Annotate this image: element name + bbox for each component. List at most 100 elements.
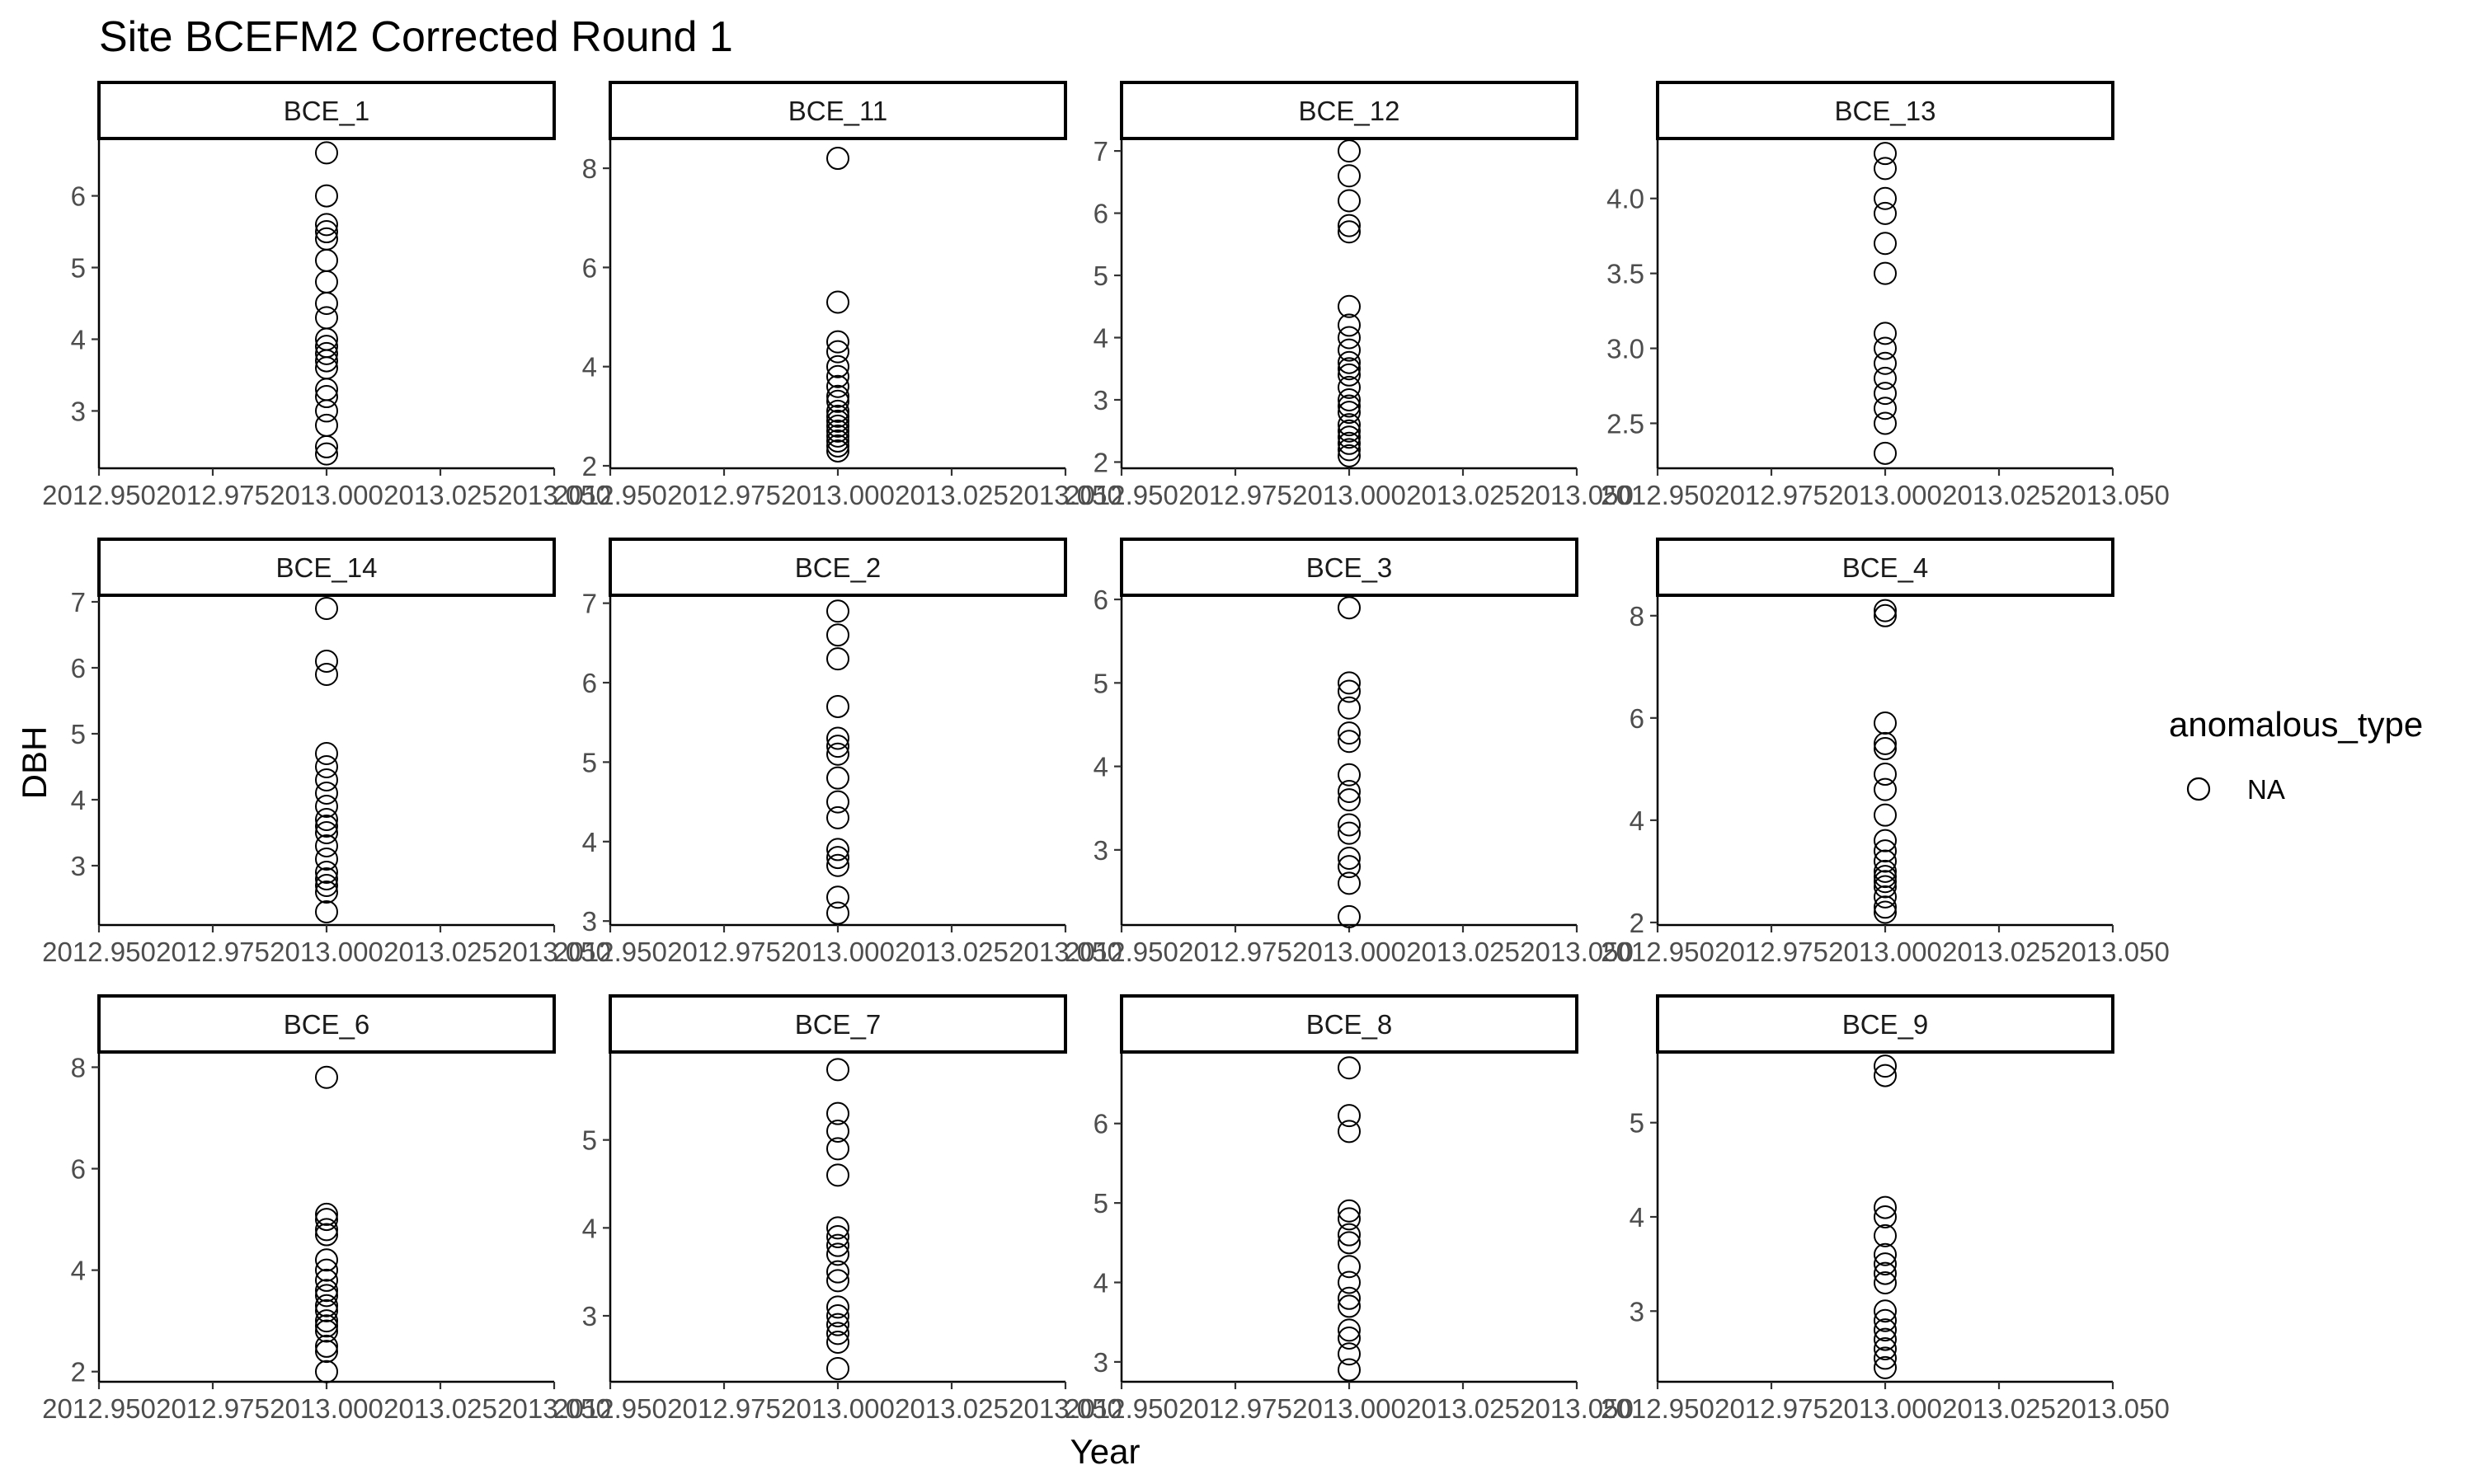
x-tick-label: 2012.950 [1601, 1393, 1714, 1424]
data-point [826, 1357, 849, 1380]
y-tick-label: 2 [71, 1357, 86, 1388]
y-tick-label: 4 [582, 352, 597, 383]
data-point [1338, 1326, 1361, 1350]
data-point [315, 848, 338, 871]
data-point [315, 1268, 338, 1292]
x-tick-label: 2012.950 [553, 1393, 667, 1424]
x-tick-label: 2013.025 [383, 1393, 497, 1424]
data-point [826, 429, 849, 453]
data-point [826, 853, 849, 877]
y-tick-label: 3 [582, 1301, 597, 1331]
data-point [826, 1058, 849, 1082]
data-point [1874, 1223, 1897, 1247]
data-point [1874, 1252, 1897, 1276]
y-tick-label: 7 [71, 587, 86, 618]
facet-strip-label: BCE_9 [1842, 1009, 1929, 1040]
x-tick-label: 2012.975 [1178, 480, 1292, 510]
facet-strip [1656, 81, 2114, 140]
data-point [1338, 363, 1361, 387]
data-point [1338, 444, 1361, 467]
data-point [1338, 679, 1361, 703]
x-tick-label: 2012.950 [553, 937, 667, 967]
data-point [1338, 1120, 1361, 1144]
data-point [1874, 1195, 1897, 1219]
data-point [1338, 1056, 1361, 1080]
y-tick-label: 4 [1630, 1202, 1644, 1233]
data-point [826, 623, 849, 647]
data-point [1874, 885, 1897, 909]
data-point [315, 597, 338, 620]
data-point [1338, 350, 1361, 374]
data-point [826, 1242, 849, 1266]
data-point [1338, 763, 1361, 787]
data-point [1338, 1199, 1361, 1223]
data-point [1338, 1286, 1361, 1310]
data-point [826, 374, 849, 398]
facet-strip [97, 538, 556, 597]
data-point [315, 815, 338, 838]
y-tick-label: 6 [1094, 1109, 1108, 1139]
y-tick-label: 4.0 [1606, 184, 1644, 214]
data-point [315, 270, 338, 294]
y-tick-label: 6 [71, 181, 86, 212]
data-point [315, 399, 338, 423]
x-tick-label: 2012.950 [1065, 1393, 1178, 1424]
data-point [1874, 777, 1897, 801]
data-point [826, 1313, 849, 1336]
data-point [1874, 322, 1897, 345]
x-tick-label: 2013.025 [895, 1393, 1009, 1424]
data-point [1338, 1231, 1361, 1255]
y-tick-label: 3.0 [1606, 334, 1644, 364]
facet-strip [609, 81, 1067, 140]
x-axis-label: Year [1070, 1432, 1141, 1471]
facet-strip-label: BCE_13 [1835, 96, 1936, 126]
x-tick-label: 2013.050 [2056, 480, 2170, 510]
data-point [1338, 357, 1361, 381]
y-tick-label: 6 [71, 653, 86, 683]
data-point [1338, 1358, 1361, 1382]
data-point [315, 1248, 338, 1272]
y-tick-label: 5 [1094, 261, 1108, 291]
legend-marker-na [2186, 777, 2211, 801]
data-point [1338, 788, 1361, 812]
data-point [826, 766, 849, 790]
data-point [1338, 401, 1361, 425]
data-point [826, 1163, 849, 1187]
data-point [315, 385, 338, 409]
data-point [826, 726, 849, 750]
data-point [826, 419, 849, 443]
data-point [826, 384, 849, 408]
data-point [315, 1319, 338, 1343]
y-tick-label: 5 [582, 1125, 597, 1156]
x-tick-label: 2012.975 [667, 1393, 781, 1424]
data-point [315, 248, 338, 272]
data-point [315, 1279, 338, 1303]
legend-title: anomalous_type [2169, 705, 2423, 744]
y-tick-label: 6 [1094, 199, 1108, 229]
x-tick-label: 2012.950 [42, 1393, 156, 1424]
y-tick-label: 4 [1630, 805, 1644, 836]
data-point [1874, 1299, 1897, 1323]
data-point [1874, 397, 1897, 420]
x-tick-label: 2013.050 [1009, 1393, 1122, 1424]
data-point [315, 881, 338, 904]
data-point [315, 1334, 338, 1358]
data-point [315, 663, 338, 686]
legend: anomalous_type NA [2169, 705, 2423, 805]
x-tick-label: 2013.050 [1520, 480, 1634, 510]
facet-panel-bce-7: BCE_7 3 4 5 2012.950 2012.975 2013.000 2013.025… [553, 994, 1122, 1424]
data-point [315, 141, 338, 165]
data-point [1874, 1327, 1897, 1351]
data-point [1338, 294, 1361, 318]
data-point [1874, 411, 1897, 435]
data-point [315, 1298, 338, 1322]
data-point [1874, 829, 1897, 852]
data-point [826, 1331, 849, 1354]
y-tick-label: 6 [1630, 703, 1644, 734]
data-point [315, 834, 338, 857]
data-point [315, 349, 338, 373]
data-point [1874, 1308, 1897, 1332]
facet-strip [1656, 538, 2114, 597]
data-point [1874, 1355, 1897, 1379]
data-point [315, 900, 338, 923]
